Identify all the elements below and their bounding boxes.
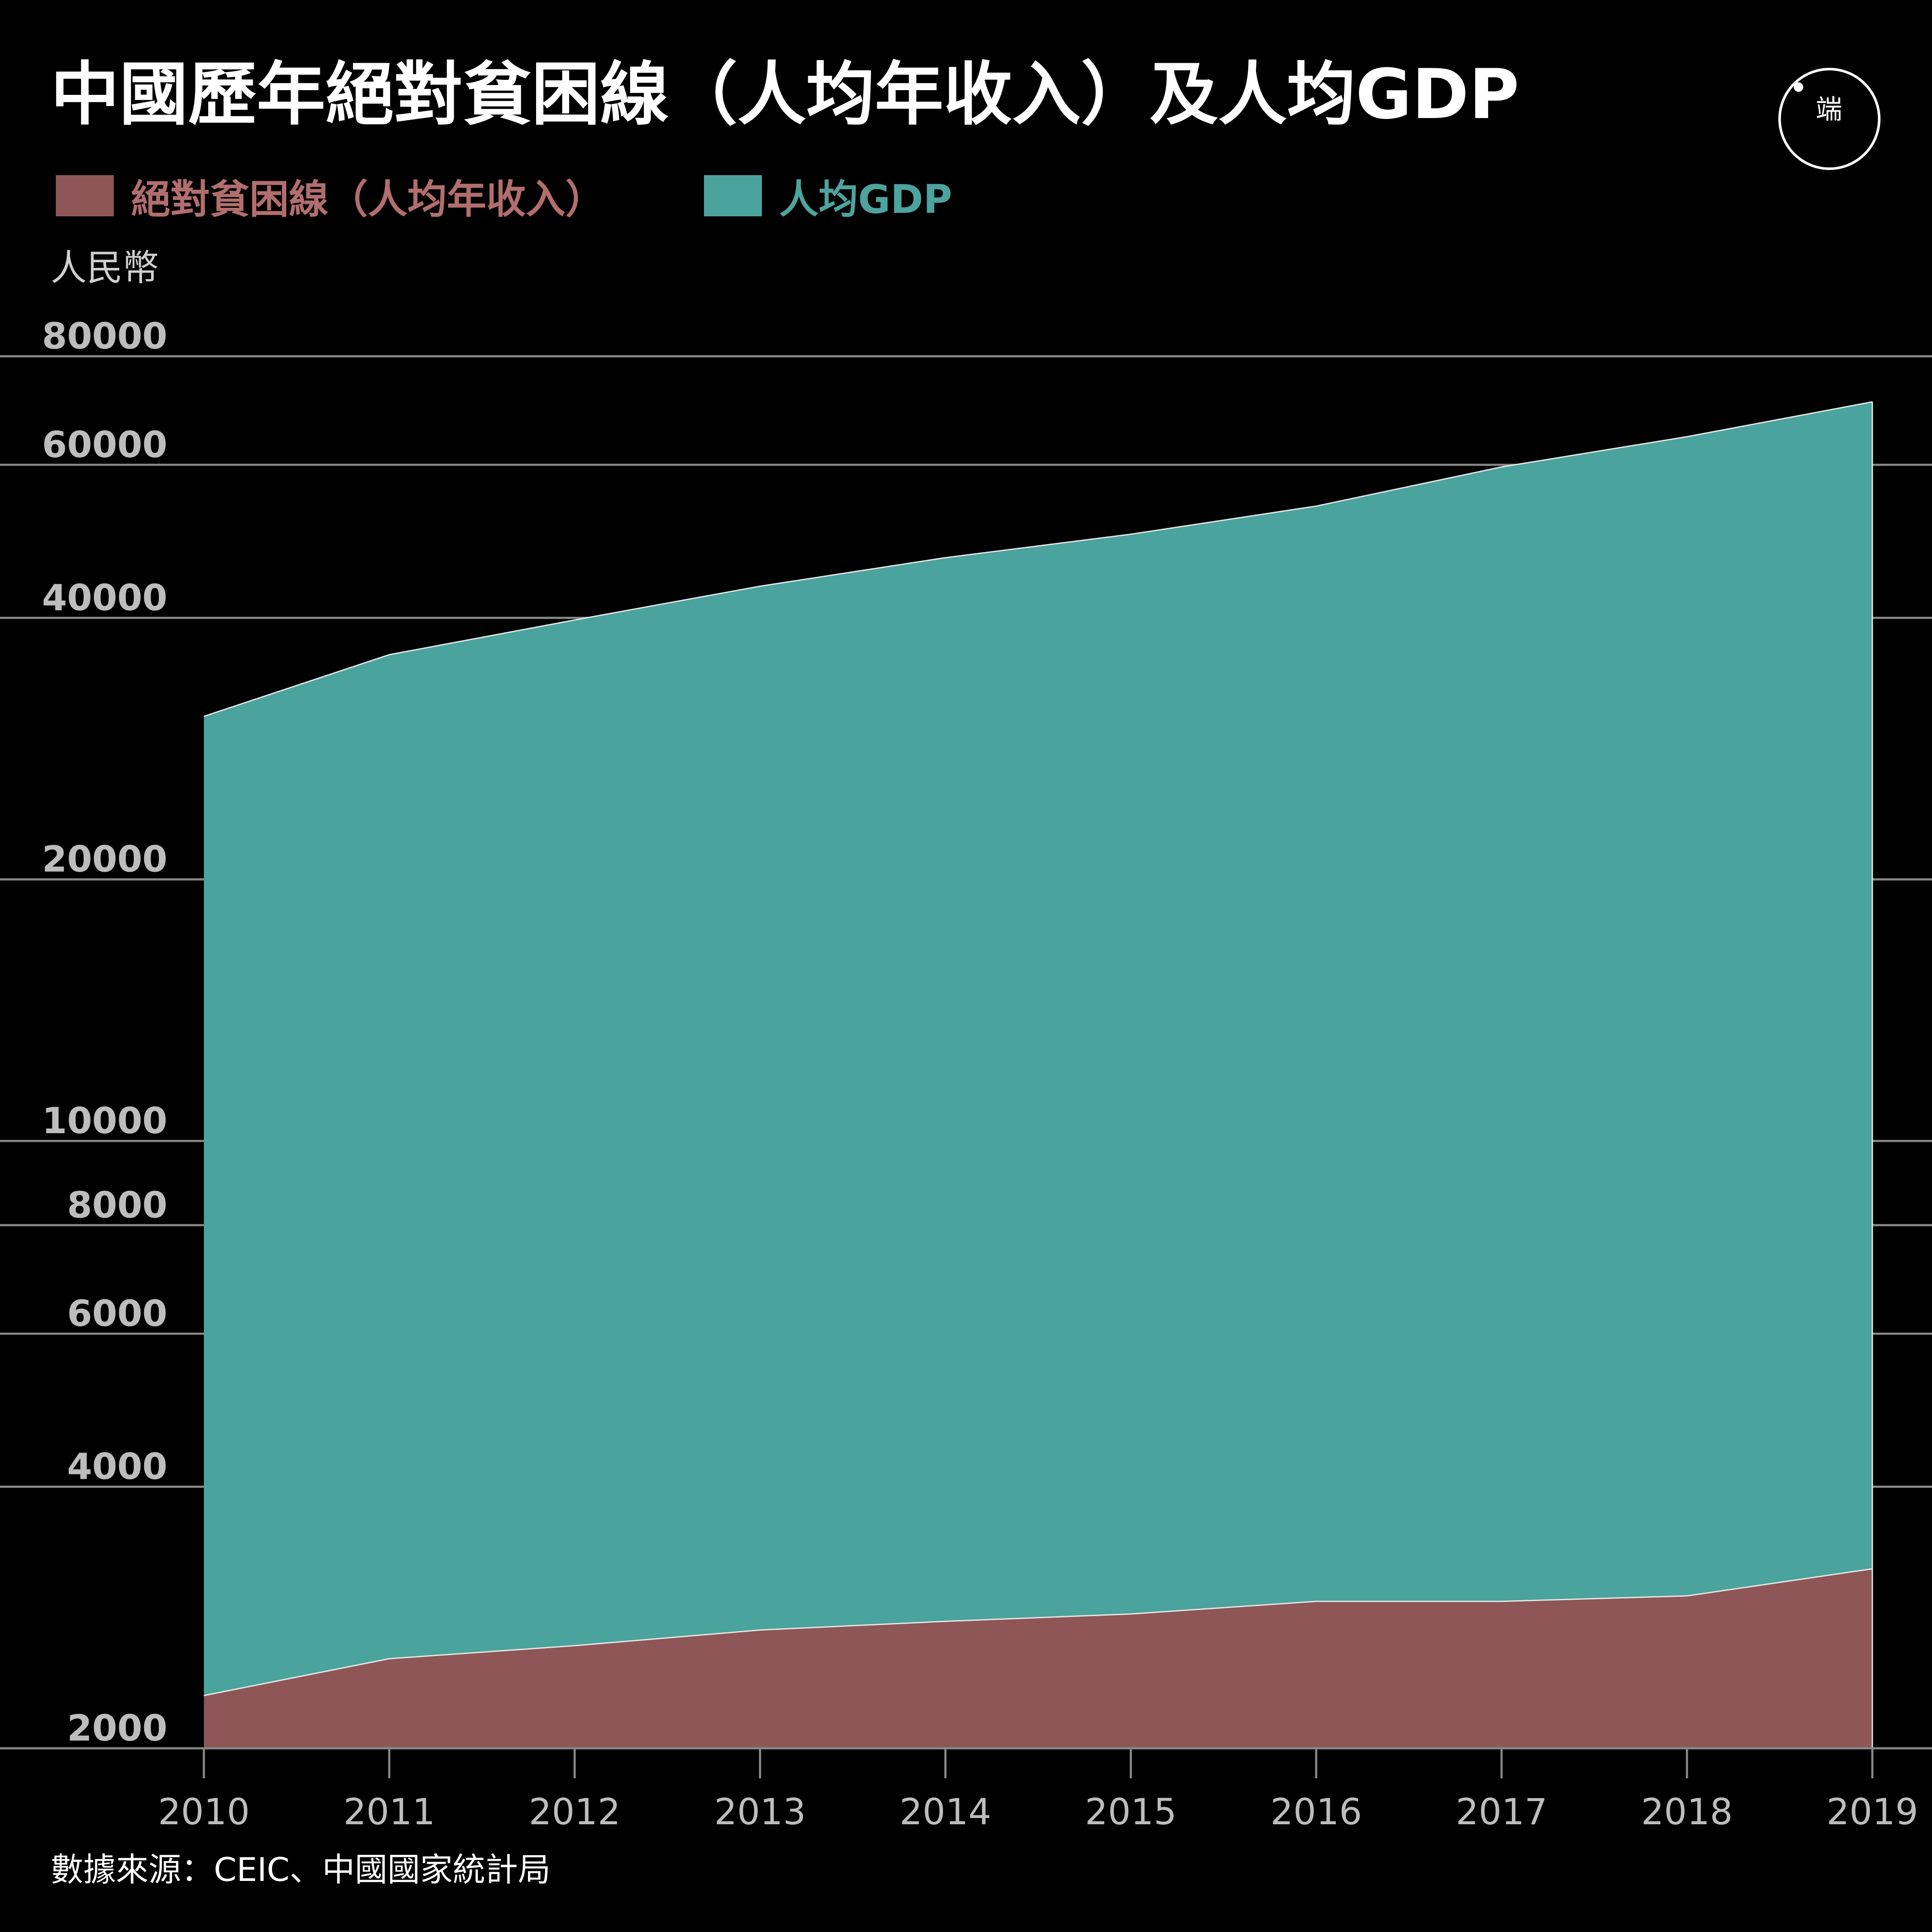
series-line-gdp-per-capita [203, 401, 1873, 717]
area-series [203, 401, 1873, 1748]
legend-swatch-gdp [704, 175, 762, 216]
x-tick-label: 2019 [1826, 1791, 1918, 1833]
y-tick-label: 6000 [67, 1292, 167, 1335]
x-tick-label: 2010 [158, 1791, 250, 1833]
initium-logo-icon: 端 [1778, 68, 1880, 170]
legend-item-poverty-line: 絕對貧困線（人均年收入） [56, 175, 605, 222]
series-line-poverty-line [203, 1568, 1873, 1696]
tick-labels: 2000 4000 6000 8000 10000 20000 40000 60000 8000… [42, 315, 1918, 1833]
chart-title: 中國歷年絕對貧困線（人均年收入）及人均GDP [51, 54, 1520, 134]
x-tick-label: 2015 [1085, 1791, 1177, 1833]
x-tick-label: 2017 [1456, 1791, 1547, 1833]
x-tick-label: 2018 [1641, 1791, 1733, 1833]
source-note: 數據來源：CEIC、中國國家統計局 [51, 1850, 551, 1889]
x-tick-label: 2013 [714, 1791, 806, 1833]
x-tick-label: 2014 [900, 1791, 992, 1833]
area-gdp-per-capita [204, 402, 1872, 1748]
legend-swatch-poverty [56, 175, 114, 216]
y-tick-label: 60000 [42, 424, 167, 466]
logo-text: 端 [1815, 94, 1843, 125]
x-axis [0, 1747, 1932, 1778]
x-tick-label: 2012 [529, 1791, 621, 1833]
legend-label-poverty: 絕對貧困線（人均年收入） [131, 176, 605, 222]
y-tick-label: 10000 [42, 1100, 167, 1142]
legend-label-gdp: 人均GDP [779, 176, 952, 222]
y-tick-label: 20000 [42, 838, 167, 880]
x-tick-label: 2011 [343, 1791, 435, 1833]
y-tick-label: 2000 [67, 1707, 167, 1749]
y-axis-unit-label: 人民幣 [51, 247, 159, 289]
area-poverty-line [204, 1568, 1872, 1748]
logo-dot [1794, 82, 1803, 92]
y-tick-label: 80000 [42, 315, 167, 357]
y-tick-label: 8000 [67, 1184, 167, 1226]
y-tick-label: 40000 [42, 576, 167, 619]
x-tick-label: 2016 [1270, 1791, 1362, 1833]
y-tick-label: 4000 [67, 1446, 167, 1488]
legend-item-gdp: 人均GDP [704, 175, 952, 222]
